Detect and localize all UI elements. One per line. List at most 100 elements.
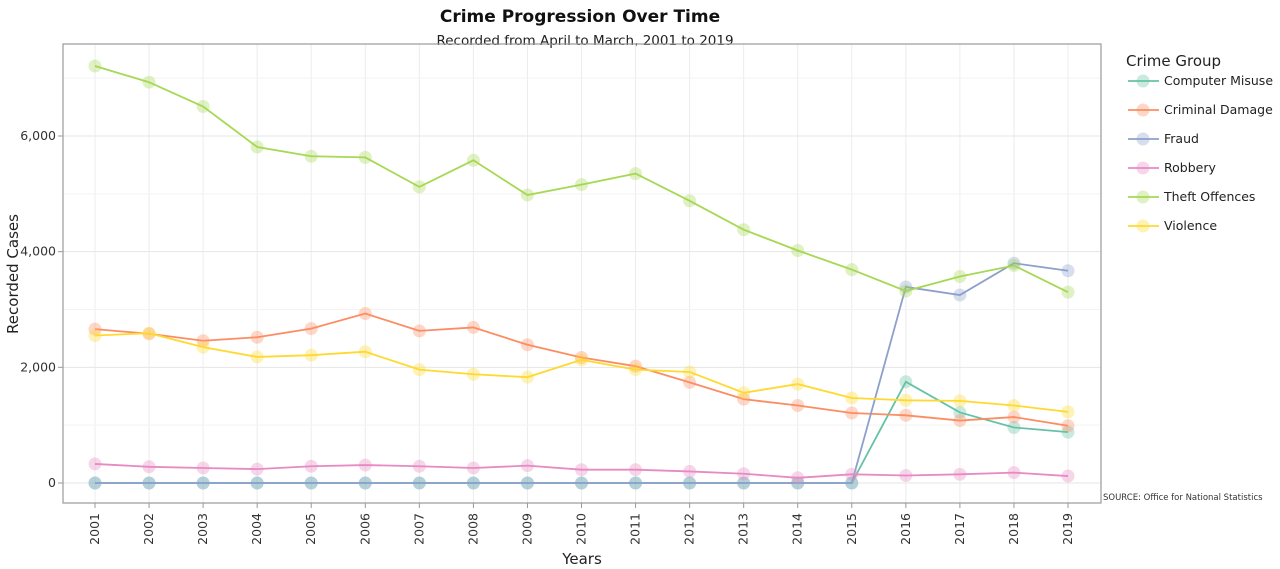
data-point [1061, 469, 1075, 483]
data-point [304, 149, 318, 163]
legend-label: Fraud [1164, 131, 1199, 146]
data-point [791, 399, 805, 413]
series-fraud [88, 256, 1075, 490]
data-point [466, 153, 480, 167]
data-point [1061, 285, 1075, 299]
data-point [466, 476, 480, 490]
data-point [737, 476, 751, 490]
data-point [899, 284, 913, 298]
legend-item-robbery[interactable]: Robbery [1128, 160, 1216, 175]
y-axis-label: Recorded Cases [4, 214, 22, 334]
series-line-criminal-damage [94, 312, 1069, 427]
legend-swatch-marker [1136, 74, 1150, 88]
data-point [196, 476, 210, 490]
x-axis: 2001 2002 2003 2004 2005 2006 2007 2008 2009 2010… [87, 503, 1075, 545]
legend-swatch-marker [1136, 132, 1150, 146]
data-point [1061, 419, 1075, 433]
data-point [683, 194, 697, 208]
data-point [196, 340, 210, 354]
data-point [88, 476, 102, 490]
y-tick-label: 4,000 [20, 244, 56, 259]
data-point [1007, 420, 1021, 434]
data-point [791, 471, 805, 485]
x-tick-label: 2017 [952, 513, 967, 545]
data-point [466, 461, 480, 475]
legend-item-criminal-damage[interactable]: Criminal Damage [1128, 102, 1273, 117]
y-axis: 0 2,000 4,000 6,000 [20, 128, 63, 490]
data-point [358, 458, 372, 472]
data-point [629, 363, 643, 377]
data-point [412, 363, 426, 377]
x-tick-label: 2006 [357, 513, 372, 545]
data-point [358, 307, 372, 321]
data-point [845, 391, 859, 405]
x-tick-label: 2013 [736, 513, 751, 545]
x-tick-label: 2019 [1060, 513, 1075, 545]
data-point [629, 476, 643, 490]
data-point [791, 244, 805, 258]
legend-item-violence[interactable]: Violence [1128, 218, 1217, 233]
data-point [737, 467, 751, 481]
data-point [791, 476, 805, 490]
x-tick-label: 2005 [303, 513, 318, 545]
data-point [520, 188, 534, 202]
data-point [142, 75, 156, 89]
legend-item-theft-offences[interactable]: Theft Offences [1128, 189, 1255, 204]
data-point [196, 100, 210, 114]
legend-item-fraud[interactable]: Fraud [1128, 131, 1199, 146]
legend: Computer Misuse Criminal Damage Fraud Robbe… [1128, 73, 1273, 233]
data-point [683, 476, 697, 490]
data-point [953, 270, 967, 284]
series-layer [88, 59, 1075, 490]
legend-label: Robbery [1164, 160, 1216, 175]
x-tick-label: 2002 [141, 513, 156, 545]
data-point [250, 330, 264, 344]
data-point [358, 150, 372, 164]
x-tick-label: 2010 [574, 513, 589, 545]
data-point [142, 460, 156, 474]
data-point [683, 464, 697, 478]
series-line-robbery [94, 463, 1069, 479]
data-point [520, 459, 534, 473]
series-robbery [88, 457, 1075, 485]
data-point [466, 367, 480, 381]
data-point [845, 476, 859, 490]
data-point [196, 334, 210, 348]
x-tick-label: 2018 [1006, 513, 1021, 545]
x-axis-label: Years [561, 550, 602, 568]
data-point [683, 365, 697, 379]
legend-label: Computer Misuse [1164, 73, 1273, 88]
data-point [1061, 264, 1075, 278]
data-point [629, 167, 643, 181]
data-point [953, 288, 967, 302]
legend-item-computer-misuse[interactable]: Computer Misuse [1128, 73, 1273, 88]
data-point [1061, 405, 1075, 419]
x-tick-label: 2001 [87, 513, 102, 545]
x-tick-label: 2011 [628, 513, 643, 545]
data-point [1007, 410, 1021, 424]
series-line-violence [94, 332, 1069, 413]
data-point [845, 263, 859, 277]
x-tick-label: 2009 [519, 513, 534, 545]
data-point [520, 338, 534, 352]
data-point [466, 320, 480, 334]
data-point [737, 223, 751, 237]
legend-swatch-marker [1136, 219, 1150, 233]
data-point [575, 463, 588, 477]
series-violence [88, 326, 1075, 419]
source-note: SOURCE: Office for National Statistics [1103, 493, 1263, 503]
series-line-fraud [95, 262, 1069, 484]
data-point [520, 476, 534, 490]
y-tick-label: 0 [48, 475, 56, 490]
data-point [791, 377, 805, 391]
x-tick-label: 2014 [790, 513, 805, 545]
data-point [1061, 425, 1075, 439]
data-point [88, 457, 102, 471]
chart-subtitle: Recorded from April to March, 2001 to 20… [436, 33, 733, 49]
data-point [358, 476, 372, 490]
x-tick-label: 2007 [411, 513, 426, 545]
data-point [629, 463, 643, 477]
data-point [88, 59, 102, 73]
legend-swatch-marker [1136, 161, 1150, 175]
legend-label: Theft Offences [1163, 189, 1255, 204]
